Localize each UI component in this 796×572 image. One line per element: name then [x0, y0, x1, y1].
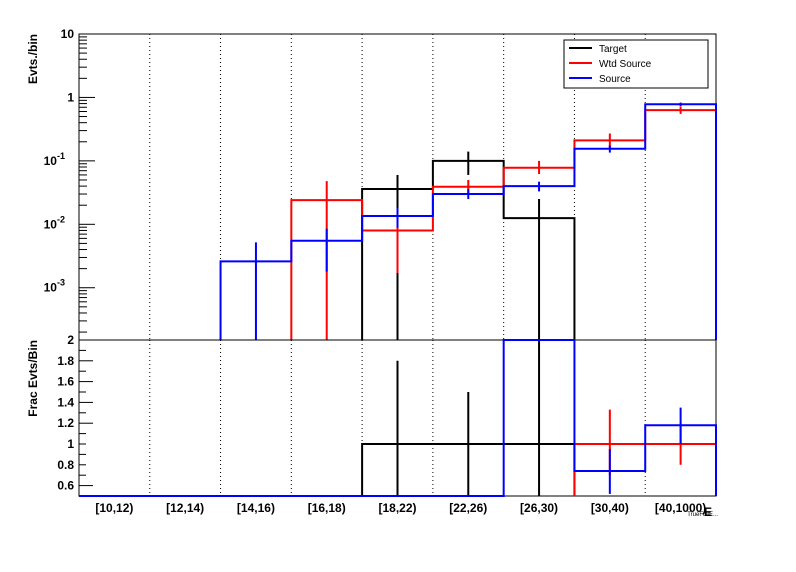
y-tick-label: 1.4	[57, 395, 74, 409]
x-tick-label: [18,22)	[378, 501, 416, 515]
x-tick-label: [40,1000)	[655, 501, 706, 515]
y-tick-label: 0.8	[57, 458, 74, 472]
y-tick-label: 1.2	[57, 416, 74, 430]
legend-label: Target	[599, 44, 627, 55]
y-axis-title: Frac Evts/Bin	[26, 340, 40, 417]
y-tick-label: 1	[67, 437, 74, 451]
legend-label: Wtd Source	[599, 59, 652, 70]
legend: Target Wtd Source Source	[563, 39, 709, 89]
x-tick-label: [26,30)	[520, 501, 558, 515]
x-tick-label: [22,26)	[449, 501, 487, 515]
y-tick-label: 10-1	[44, 151, 65, 168]
x-axis-subscript: TrueFullE...	[687, 512, 718, 518]
y-tick-label: 10-2	[44, 214, 65, 231]
series-line	[79, 443, 576, 497]
y-tick-label: 10-3	[44, 278, 65, 295]
x-tick-label: [10,12)	[95, 501, 133, 515]
y-tick-label: 1.6	[57, 375, 74, 389]
x-tick-label: [14,16)	[237, 501, 275, 515]
x-tick-label: [12,14)	[166, 501, 204, 515]
y-tick-label: 1	[67, 90, 74, 104]
y-tick-label: 10	[61, 27, 75, 41]
x-tick-label: [16,18)	[308, 501, 346, 515]
bottom-panel: 2 1.8 1.6 1.4 1.2 1 0.8 0.6 Frac Evts/Bin [10,12)…	[26, 333, 718, 519]
y-tick-label: 1.8	[57, 354, 74, 368]
top-panel: 10 1 10-1 10-2 10-3 Evts./bin	[26, 27, 717, 341]
series-line	[290, 109, 717, 340]
y-axis-title: Evts./bin	[26, 34, 40, 84]
x-tick-label: [30,40)	[591, 501, 629, 515]
series-line	[79, 339, 717, 497]
legend-label: Source	[599, 74, 631, 85]
y-tick-label: 2	[67, 333, 74, 347]
x-axis-title: E	[704, 505, 712, 519]
y-tick-label: 0.6	[57, 479, 74, 493]
